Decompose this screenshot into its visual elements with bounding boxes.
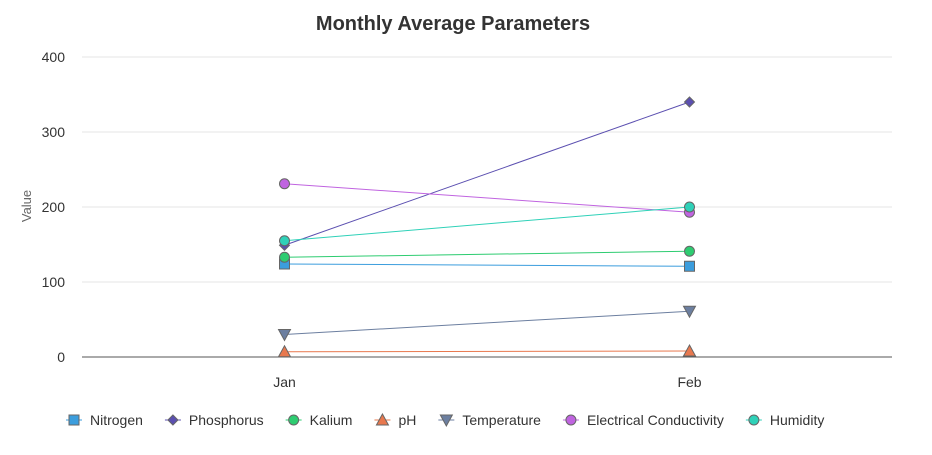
legend-marker-icon bbox=[167, 414, 179, 426]
legend-label: Electrical Conductivity bbox=[587, 412, 724, 428]
x-axis-ticks: Jan Feb bbox=[273, 374, 702, 390]
series-line-temperature bbox=[284, 310, 690, 335]
series-ph bbox=[277, 343, 697, 358]
data-point-temperature[interactable] bbox=[682, 305, 697, 319]
series-line-kalium bbox=[284, 250, 690, 258]
y-axis-label: Value bbox=[19, 190, 34, 222]
legend-label: Kalium bbox=[310, 412, 353, 428]
series-electrical-conductivity bbox=[279, 178, 695, 218]
legend-label: Humidity bbox=[770, 412, 824, 428]
data-point-nitrogen[interactable] bbox=[684, 260, 695, 272]
data-point-humidity[interactable] bbox=[279, 235, 290, 247]
y-tick-label: 300 bbox=[42, 124, 66, 140]
x-tick-label: Jan bbox=[273, 374, 296, 390]
y-tick-label: 200 bbox=[42, 199, 66, 215]
legend-marker-icon bbox=[565, 414, 577, 426]
data-point-humidity[interactable] bbox=[684, 201, 695, 213]
legend-label: pH bbox=[398, 412, 416, 428]
series-phosphorus bbox=[278, 96, 696, 251]
x-tick-label: Feb bbox=[677, 374, 701, 390]
y-tick-label: 100 bbox=[42, 274, 66, 290]
series-humidity bbox=[279, 201, 695, 247]
legend-marker-icon bbox=[68, 414, 80, 426]
series-line-ph bbox=[284, 350, 690, 353]
data-point-temperature[interactable] bbox=[277, 329, 292, 342]
series-line-electrical-conductivity bbox=[284, 183, 690, 213]
legend-item-phosphorus[interactable]: Phosphorus bbox=[164, 412, 264, 428]
legend-item-temperature[interactable]: Temperature bbox=[438, 412, 541, 428]
series-line-nitrogen bbox=[284, 263, 690, 267]
chart-title: Monthly Average Parameters bbox=[316, 13, 590, 35]
legend-marker-icon bbox=[748, 414, 760, 426]
legend-item-kalium[interactable]: Kalium bbox=[285, 412, 353, 428]
legend-item-ph[interactable]: pH bbox=[374, 412, 416, 428]
series-line-phosphorus bbox=[284, 101, 690, 246]
data-point-electrical-conductivity[interactable] bbox=[279, 178, 290, 190]
series-line-humidity bbox=[284, 206, 690, 242]
legend-item-humidity[interactable]: Humidity bbox=[745, 412, 824, 428]
legend: Nitrogen Phosphorus Kalium pH Temperature Ele… bbox=[66, 412, 824, 428]
y-tick-label: 0 bbox=[57, 349, 65, 365]
legend-label: Temperature bbox=[462, 412, 541, 428]
legend-marker-icon bbox=[439, 414, 454, 428]
legend-label: Nitrogen bbox=[90, 412, 143, 428]
data-point-kalium[interactable] bbox=[684, 245, 695, 257]
series-temperature bbox=[277, 305, 697, 342]
y-axis-ticks: 0 100 200 300 400 bbox=[42, 49, 66, 365]
data-point-kalium[interactable] bbox=[279, 251, 290, 263]
data-point-ph[interactable] bbox=[277, 344, 292, 358]
series-nitrogen bbox=[279, 258, 695, 272]
legend-label: Phosphorus bbox=[189, 412, 264, 428]
y-tick-label: 400 bbox=[42, 49, 66, 65]
legend-item-nitrogen[interactable]: Nitrogen bbox=[66, 412, 143, 428]
gridlines bbox=[82, 56, 892, 358]
legend-marker-icon bbox=[375, 412, 390, 426]
data-point-phosphorus[interactable] bbox=[683, 96, 696, 108]
series-kalium bbox=[279, 245, 695, 263]
legend-marker-icon bbox=[288, 414, 300, 426]
legend-item-electrical-conductivity[interactable]: Electrical Conductivity bbox=[562, 412, 724, 428]
data-point-ph[interactable] bbox=[682, 343, 697, 357]
series-group bbox=[277, 96, 697, 358]
